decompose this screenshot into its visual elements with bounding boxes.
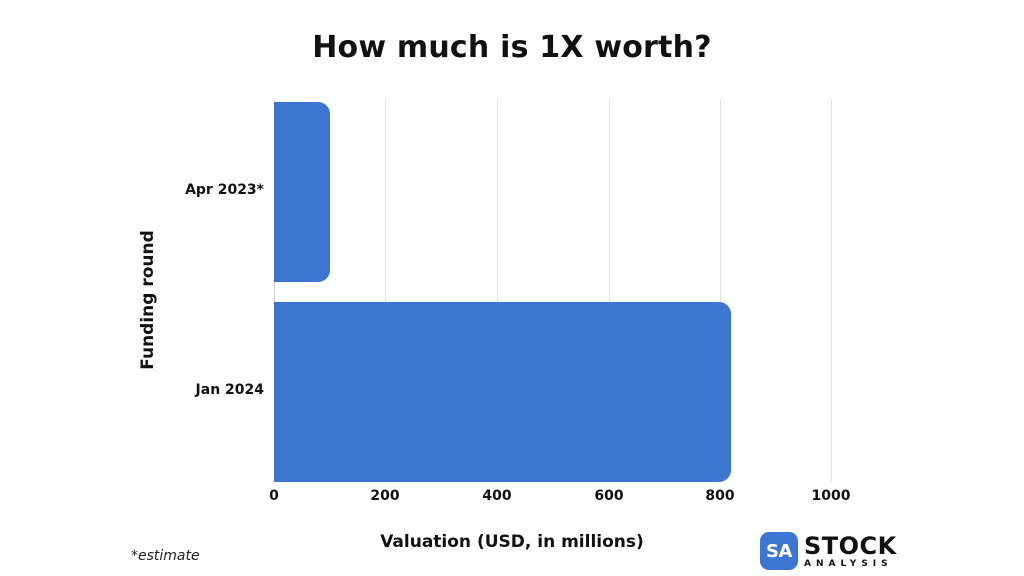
logo-sub-text: ANALYSIS [804, 558, 893, 569]
logo-main-text: STOCK [804, 531, 897, 560]
x-axis-title-text: Valuation (USD, in millions) [380, 532, 644, 552]
y-tick-label: Apr 2023* [185, 182, 264, 198]
logo-badge-icon: SA [760, 532, 798, 570]
x-tick-label: 1000 [811, 488, 851, 504]
x-tick-label: 0 [269, 488, 279, 504]
gridline-200 [385, 100, 386, 482]
y-axis-line [274, 100, 275, 482]
gridline-1000 [831, 100, 832, 482]
x-tick-label: 200 [370, 488, 400, 504]
estimate-note: *estimate [131, 548, 200, 564]
logo-wordmark: STOCK ANALYSIS [804, 534, 897, 569]
bar-apr-2023 [274, 102, 330, 282]
x-axis-title: Valuation (USD, in millions) [0, 532, 1024, 552]
x-tick-label: 600 [594, 488, 624, 504]
y-axis-title: Funding round [138, 230, 158, 370]
gridline-800 [720, 100, 721, 482]
gridline-400 [497, 100, 498, 482]
chart-title: How much is 1X worth? [312, 30, 712, 65]
y-tick-label: Jan 2024 [195, 382, 264, 398]
bar-jan-2024 [274, 302, 731, 482]
plot-area [274, 100, 832, 482]
stock-analysis-logo: SA STOCK ANALYSIS [760, 532, 897, 570]
x-tick-label: 400 [482, 488, 512, 504]
x-tick-label: 800 [705, 488, 735, 504]
gridline-600 [609, 100, 610, 482]
